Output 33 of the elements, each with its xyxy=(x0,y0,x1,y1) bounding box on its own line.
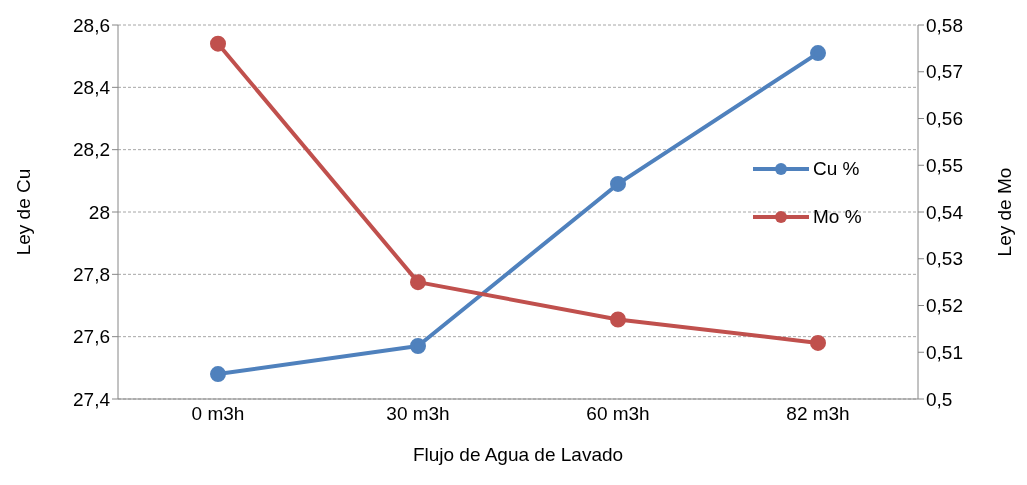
x-tick-label: 82 m3h xyxy=(786,403,850,425)
y2-tick-label: 0,51 xyxy=(926,341,963,363)
y2-axis-title: Ley de Mo xyxy=(993,167,1015,257)
point xyxy=(810,45,826,62)
y2-tick-label: 0,58 xyxy=(926,14,963,36)
point xyxy=(410,274,426,291)
y2-tick-label: 0,5 xyxy=(926,388,953,410)
y2-tick-label: 0,55 xyxy=(926,154,963,176)
y2-tick-label: 0,54 xyxy=(926,201,964,223)
y-tick-label: 28,2 xyxy=(73,139,110,161)
x-axis-title: Flujo de Agua de Lavado xyxy=(412,444,624,465)
x-tick-label: 0 m3h xyxy=(191,403,245,425)
y2-tick-label: 0,56 xyxy=(926,108,963,130)
legend-label: Cu % xyxy=(813,158,860,180)
y-tick-label: 28,4 xyxy=(73,77,111,99)
point xyxy=(410,338,426,355)
y-tick-label: 28 xyxy=(88,201,110,223)
x-tick-label: 60 m3h xyxy=(586,403,650,425)
point xyxy=(610,175,626,192)
y2-tick-label: 0,53 xyxy=(926,248,963,270)
y-tick-label: 27,4 xyxy=(73,388,111,410)
y-tick-label: 27,8 xyxy=(73,264,110,286)
y-tick-label: 28,6 xyxy=(73,14,110,36)
point xyxy=(210,35,226,52)
y-axis-title: Ley de Cu xyxy=(12,168,34,256)
legend-label: Mo % xyxy=(813,206,862,228)
y2-tick-label: 0,52 xyxy=(926,295,963,317)
point xyxy=(210,366,226,383)
y-tick-label: 27,6 xyxy=(73,326,110,348)
point xyxy=(810,334,826,351)
y2-tick-label: 0,57 xyxy=(926,61,963,83)
x-tick-label: 30 m3h xyxy=(386,403,450,425)
point xyxy=(610,311,626,328)
